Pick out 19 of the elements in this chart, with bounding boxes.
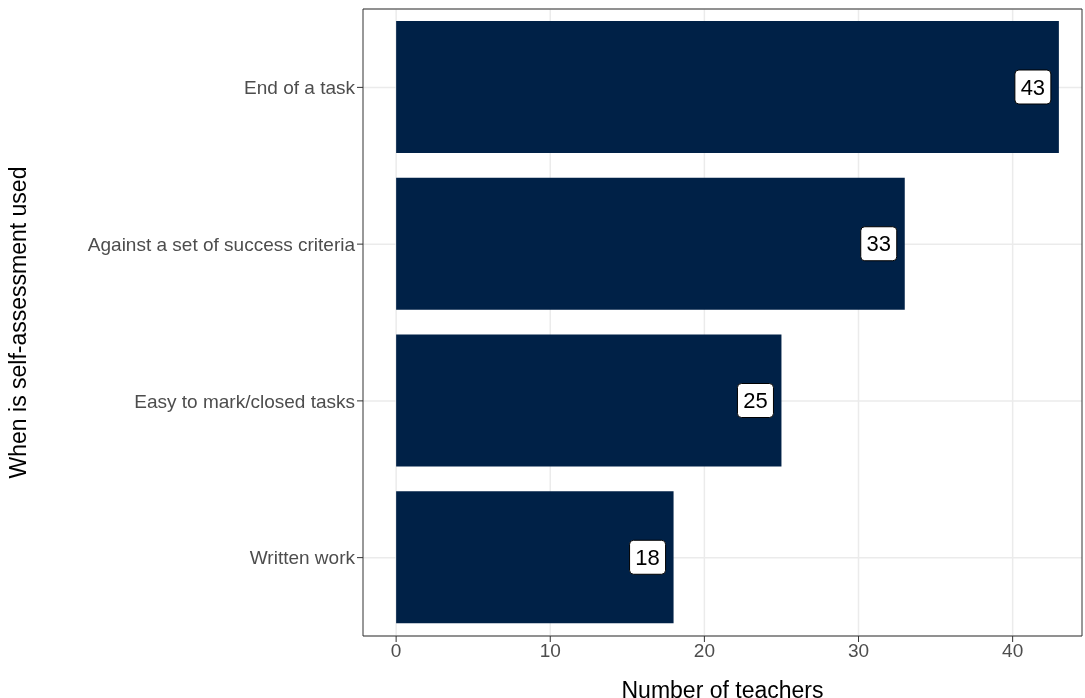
x-tick-label: 40: [1002, 640, 1024, 662]
data-label: 43: [1020, 74, 1046, 100]
y-tick-label: Written work: [249, 547, 356, 569]
y-tick-label: Against a set of success criteria: [87, 233, 356, 255]
bar: [396, 334, 782, 467]
y-tick-label: End of a task: [244, 77, 356, 99]
data-label: 33: [866, 231, 891, 257]
bar: [396, 177, 905, 310]
data-label: 25: [743, 388, 768, 413]
x-tick-label: 30: [847, 640, 870, 662]
x-tick-label: 10: [539, 640, 561, 662]
y-axis-title: When is self-assessment used: [5, 166, 32, 479]
x-tick-label: 0: [390, 640, 402, 662]
bar: [396, 21, 1059, 153]
x-axis-title: Number of teachers: [621, 677, 824, 698]
bar: [396, 491, 674, 624]
data-label: 18: [635, 544, 660, 570]
x-tick-label: 20: [693, 640, 715, 662]
y-tick-label: Easy to mark/closed tasks: [134, 390, 355, 412]
